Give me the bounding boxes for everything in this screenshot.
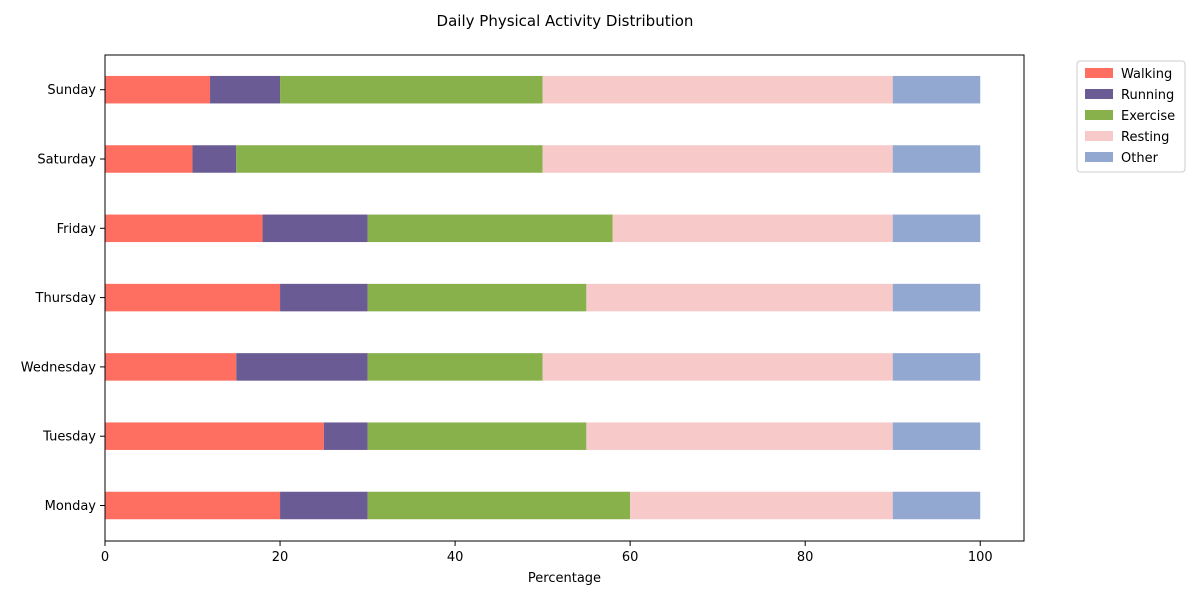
legend-box (1076, 60, 1186, 173)
x-tick-label: 80 (797, 550, 814, 565)
y-tick-label-sunday: Sunday (47, 83, 96, 98)
legend: Walking Running Exercise Resting Other (1076, 60, 1186, 173)
bar-saturday-other (892, 145, 981, 173)
bar-thursday-running (280, 283, 368, 312)
legend-label-exercise: Exercise (1121, 109, 1175, 124)
bar-monday-other (892, 491, 981, 520)
legend-label-running: Running (1121, 88, 1174, 103)
bar-monday-running (280, 491, 368, 520)
y-tick-label-friday: Friday (57, 222, 97, 237)
legend-swatch-walking (1085, 68, 1113, 78)
bar-thursday-exercise (367, 283, 587, 312)
legend-swatch-resting (1085, 131, 1113, 141)
bar-monday-exercise (367, 491, 631, 520)
legend-label-resting: Resting (1121, 130, 1169, 145)
bar-thursday-other (892, 283, 981, 312)
bar-saturday-walking (105, 145, 193, 173)
bar-saturday-exercise (236, 145, 543, 173)
bar-sunday-running (210, 75, 281, 104)
y-tick-label-tuesday: Tuesday (42, 430, 96, 445)
bar-wednesday-resting (542, 353, 893, 381)
x-tick-label: 0 (101, 550, 109, 565)
bar-tuesday-walking (105, 422, 324, 450)
bar-tuesday-resting (586, 422, 893, 450)
bar-wednesday-walking (105, 353, 237, 381)
bar-saturday-running (192, 145, 237, 173)
y-tick-label-monday: Monday (45, 499, 97, 514)
bar-wednesday-running (236, 353, 368, 381)
x-tick-label: 60 (622, 550, 639, 565)
bars-group (105, 75, 981, 520)
chart-title: Daily Physical Activity Distribution (437, 12, 694, 30)
bar-tuesday-exercise (367, 422, 587, 450)
x-axis: 0 20 40 60 80 100 (101, 541, 993, 565)
bar-monday-walking (105, 491, 281, 520)
bar-monday-resting (630, 491, 893, 520)
legend-label-walking: Walking (1121, 67, 1172, 82)
legend-swatch-other (1085, 152, 1113, 162)
bar-sunday-resting (542, 75, 893, 104)
bar-tuesday-running (323, 422, 368, 450)
bar-wednesday-exercise (367, 353, 543, 381)
x-tick-label: 20 (272, 550, 289, 565)
bar-sunday-exercise (280, 75, 543, 104)
bar-sunday-other (892, 75, 981, 104)
bar-thursday-walking (105, 283, 281, 312)
bar-wednesday-other (892, 353, 981, 381)
y-axis: Monday Tuesday Wednesday Thursday Friday Satu… (21, 83, 105, 514)
bar-friday-exercise (367, 214, 613, 243)
bar-friday-resting (612, 214, 893, 243)
bar-friday-other (892, 214, 981, 243)
legend-label-other: Other (1121, 151, 1159, 166)
bar-friday-running (262, 214, 368, 243)
bar-saturday-resting (542, 145, 893, 173)
legend-swatch-running (1085, 89, 1113, 99)
bar-tuesday-other (892, 422, 981, 450)
bar-sunday-walking (105, 75, 211, 104)
x-tick-label: 40 (447, 550, 464, 565)
y-tick-label-wednesday: Wednesday (21, 360, 97, 375)
y-tick-label-thursday: Thursday (35, 291, 97, 306)
legend-swatch-exercise (1085, 110, 1113, 120)
bar-friday-walking (105, 214, 263, 243)
y-tick-label-saturday: Saturday (37, 153, 96, 168)
bar-thursday-resting (586, 283, 893, 312)
x-tick-label: 100 (968, 550, 993, 565)
x-axis-label: Percentage (528, 571, 601, 586)
